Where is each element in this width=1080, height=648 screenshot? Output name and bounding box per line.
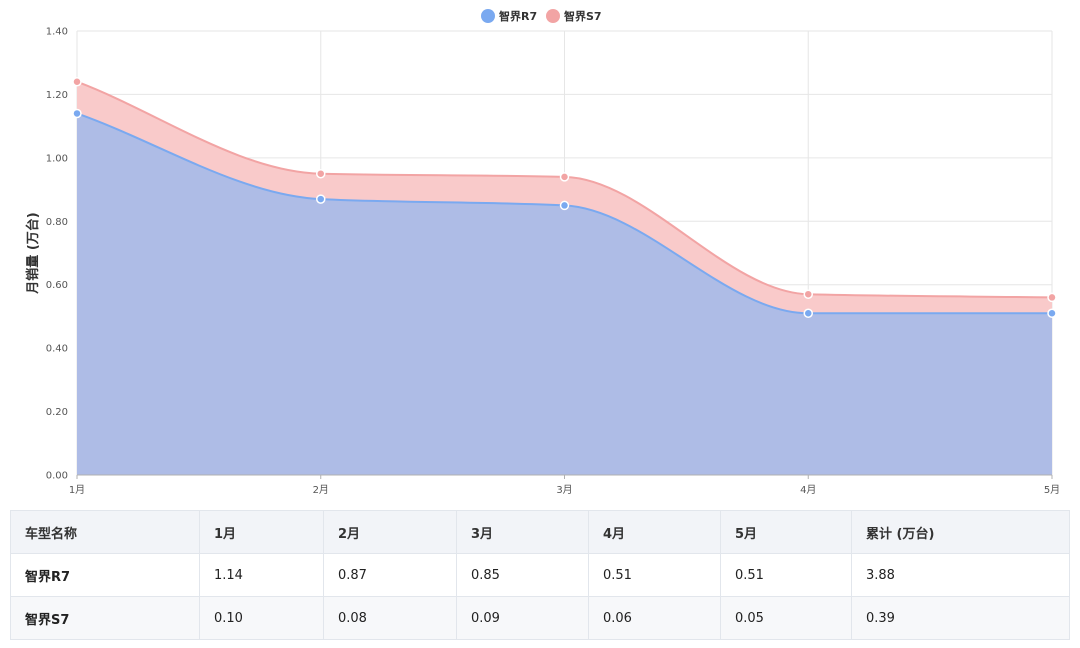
table-row: 智界S7 0.10 0.08 0.09 0.06 0.05 0.39 xyxy=(10,596,1070,640)
legend-label: 智界R7 xyxy=(499,9,537,23)
stacked-area-chart: 0.00 0.20 0.40 0.60 0.80 1.00 1.20 1.40 1月 2月 3月 4月… xyxy=(25,9,1060,497)
x-tick-label: 2月 xyxy=(313,484,329,496)
legend-swatch xyxy=(546,9,560,23)
legend-label: 智界S7 xyxy=(564,9,602,23)
table-cell: 3.88 xyxy=(851,553,1070,597)
table-cell: 0.85 xyxy=(456,553,589,597)
table-cell: 智界R7 xyxy=(10,553,200,597)
data-point-r7 xyxy=(72,108,82,119)
y-tick-label: 0.60 xyxy=(46,280,68,291)
series-area-r7 xyxy=(77,113,1052,475)
table-cell: 0.39 xyxy=(851,596,1070,640)
data-points xyxy=(72,76,1057,319)
table-cell: 1.14 xyxy=(199,553,324,597)
table-cell: 0.05 xyxy=(720,596,852,640)
header-jan: 1月 xyxy=(199,510,324,554)
x-tick-label: 4月 xyxy=(800,484,816,496)
table-cell: 0.87 xyxy=(323,553,457,597)
data-point-r7 xyxy=(803,308,813,319)
data-point-s7 xyxy=(803,289,813,299)
legend-swatch xyxy=(481,9,495,23)
table-cell: 0.51 xyxy=(588,553,721,597)
data-point-s7 xyxy=(559,172,570,182)
x-tick-label: 1月 xyxy=(69,484,85,496)
table-row: 智界R7 1.14 0.87 0.85 0.51 0.51 3.88 xyxy=(10,553,1070,597)
table-cell: 0.09 xyxy=(456,596,589,640)
table-cell: 0.51 xyxy=(720,553,852,597)
header-model-name: 车型名称 xyxy=(10,510,200,554)
y-tick-label: 1.40 xyxy=(46,27,68,38)
legend-item-r7[interactable]: 智界R7 xyxy=(481,9,537,23)
y-tick-label: 0.00 xyxy=(46,471,68,482)
header-total: 累计 (万台) xyxy=(851,510,1070,554)
y-tick-label: 0.40 xyxy=(46,344,68,355)
data-point-s7 xyxy=(1047,292,1057,303)
header-feb: 2月 xyxy=(323,510,457,554)
data-point-r7 xyxy=(559,200,570,211)
table-cell: 0.10 xyxy=(199,596,324,640)
data-point-r7 xyxy=(1047,308,1057,319)
x-tick-label: 5月 xyxy=(1044,484,1060,496)
y-tick-label: 1.20 xyxy=(46,90,68,101)
series-area-s7 xyxy=(77,81,1052,314)
y-tick-label: 0.20 xyxy=(46,407,68,418)
header-apr: 4月 xyxy=(588,510,721,554)
data-point-r7 xyxy=(316,194,326,204)
axes: 0.00 0.20 0.40 0.60 0.80 1.00 1.20 1.40 1月 2月 3月 4月… xyxy=(46,27,1060,497)
table-header-row: 车型名称 1月 2月 3月 4月 5月 累计 (万台) xyxy=(10,510,1070,554)
header-mar: 3月 xyxy=(456,510,589,554)
table-cell: 0.08 xyxy=(323,596,457,640)
y-tick-label: 0.80 xyxy=(46,217,68,228)
sales-table: 车型名称 1月 2月 3月 4月 5月 累计 (万台) 智界R7 1.14 0.… xyxy=(10,510,1070,640)
table-cell: 智界S7 xyxy=(10,596,200,640)
y-tick-label: 1.00 xyxy=(46,153,68,164)
y-axis-title: 月销量 (万台) xyxy=(25,212,41,294)
x-tick-label: 3月 xyxy=(556,484,572,496)
legend-item-s7[interactable]: 智界S7 xyxy=(546,9,602,23)
data-point-s7 xyxy=(316,168,326,179)
header-may: 5月 xyxy=(720,510,852,554)
legend[interactable]: 智界R7 智界S7 xyxy=(481,9,602,23)
table-cell: 0.06 xyxy=(588,596,721,640)
data-point-s7 xyxy=(72,76,82,87)
